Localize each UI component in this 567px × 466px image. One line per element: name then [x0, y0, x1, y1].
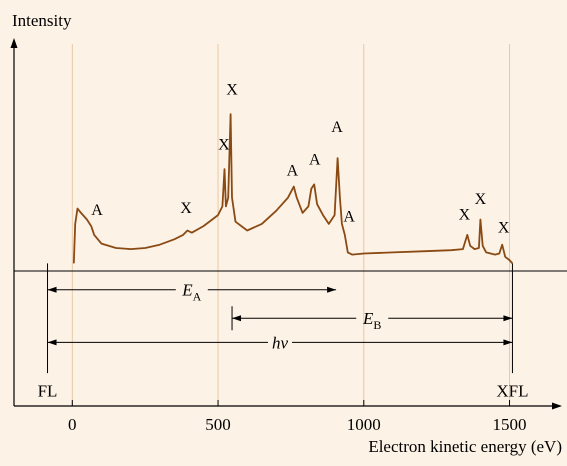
y-axis-arrow-icon [10, 38, 18, 48]
peak-label-a-7: A [343, 209, 355, 226]
peak-label-x-1: X [180, 200, 192, 217]
marker-label-xfl: XFL [496, 382, 528, 401]
h-nu-arrow-right-icon [503, 339, 513, 346]
vertical-markers: FL XFL [38, 263, 529, 401]
x-ticks: 0 500 1000 1500 [68, 400, 527, 434]
energy-intervals: EA EB hν [47, 281, 513, 352]
axes [10, 38, 567, 410]
peak-label-x-10: X [498, 220, 510, 237]
e-a-arrow-left-icon [47, 286, 57, 293]
spectrum-line [72, 113, 514, 264]
e-b-arrow-left-icon [232, 315, 242, 322]
x-axis-label: Electron kinetic energy (eV) [368, 437, 562, 456]
x-tick-label-1500: 1500 [493, 415, 527, 434]
x-tick-label-0: 0 [68, 415, 77, 434]
h-nu-arrow-left-icon [47, 339, 57, 346]
peak-label-x-2: X [218, 136, 230, 153]
peak-label-x-8: X [459, 207, 471, 224]
e-a-label: EA [181, 281, 201, 304]
x-tick-label-1000: 1000 [347, 415, 381, 434]
e-a-arrow-right-icon [327, 286, 337, 293]
e-b-arrow-right-icon [503, 315, 513, 322]
x-axis-arrow-icon [552, 402, 562, 410]
h-nu-label: hν [272, 333, 289, 352]
peak-label-a-4: A [287, 163, 299, 180]
peak-label-x-3: X [226, 81, 238, 98]
e-b-label: EB [362, 309, 381, 332]
x-tick-label-500: 500 [205, 415, 231, 434]
marker-label-fl: FL [38, 382, 58, 401]
peak-label-a-0: A [91, 202, 103, 219]
grid-lines [71, 44, 511, 406]
peak-label-x-9: X [475, 191, 487, 208]
y-axis-label: Intensity [12, 11, 72, 30]
peak-label-a-5: A [309, 152, 321, 169]
peak-label-a-6: A [331, 119, 343, 136]
